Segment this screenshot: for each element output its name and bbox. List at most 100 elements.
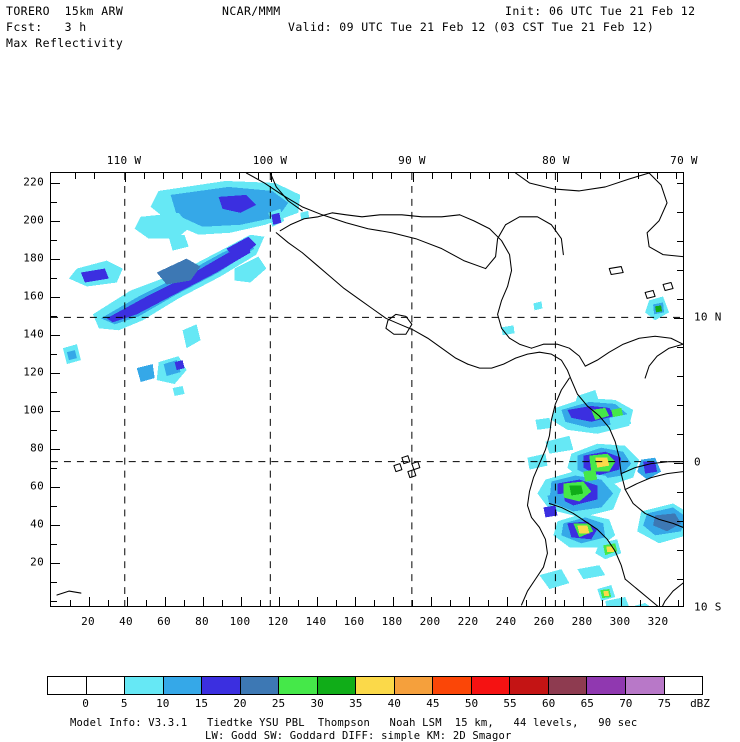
x-tick-100: 100 [229,615,251,628]
axis-tick-top [527,173,528,179]
axis-tick-right-major [674,463,683,464]
colorbar-cell-0 [48,677,87,694]
colorbar-cell-7 [317,677,357,694]
header-valid-time: Valid: 09 UTC Tue 21 Feb 12 (03 CST Tue … [288,20,655,34]
axis-tick-left [51,240,57,241]
axis-tick-bottom [70,600,71,606]
colorbar-tick-20: 20 [233,697,247,710]
colorbar-tick-50: 50 [464,697,479,710]
axis-tick-left [51,354,57,355]
axis-tick-right [677,492,683,493]
axis-tick-bottom-major [203,597,204,606]
axis-tick-left [51,430,57,431]
reflectivity-field [62,180,683,606]
map-gridlines [51,173,683,606]
colorbar-tick-70: 70 [619,697,633,710]
axis-tick-top [451,173,452,179]
axis-tick-bottom [222,600,223,606]
x-tick-180: 180 [381,615,403,628]
axis-tick-bottom-major [431,597,432,606]
axis-tick-left-major [51,297,60,298]
colorbar-unit-label: dBZ [690,697,710,710]
axis-tick-top [391,173,392,179]
axis-tick-top-major [271,173,272,182]
lon-label-110w: 110 W [106,154,142,167]
header-center: NCAR/MMM [222,4,281,18]
axis-tick-left [51,601,57,602]
axis-tick-left-major [51,449,60,450]
plot-header: TORERO 15km ARW NCAR/MMM Init: 06 UTC Tu… [0,0,740,60]
y-tick-220: 220 [23,175,44,189]
axis-tick-bottom [526,600,527,606]
axis-tick-right [677,270,683,271]
axis-tick-top [201,173,202,179]
header-field-name: Max Reflectivity [6,36,124,50]
y-tick-60: 60 [30,479,44,493]
colorbar-tick-25: 25 [271,697,286,710]
axis-tick-top [220,173,221,179]
axis-tick-bottom-major [89,597,90,606]
axis-tick-right [677,405,683,406]
axis-tick-bottom [146,600,147,606]
axis-tick-left-major [51,335,60,336]
axis-tick-bottom-major [127,597,128,606]
x-tick-240: 240 [495,615,517,628]
axis-tick-left [51,392,57,393]
x-tick-160: 160 [343,615,365,628]
axis-tick-bottom-major [621,597,622,606]
coastline-overlay [56,173,683,606]
axis-tick-left-major [51,487,60,488]
y-tick-100: 100 [23,403,44,417]
x-tick-320: 320 [647,615,669,628]
colorbar-tick-60: 60 [542,697,556,710]
axis-tick-left-major [51,259,60,260]
axis-tick-top [657,173,658,179]
axis-tick-right [677,183,683,184]
axis-tick-right [677,241,683,242]
axis-tick-bottom [412,600,413,606]
y-tick-120: 120 [23,365,44,379]
model-info-line-1: Model Info: V3.3.1 Tiedtke YSU PBL Thomp… [70,717,638,729]
axis-tick-left [51,202,57,203]
axis-tick-top [296,173,297,179]
axis-tick-top [182,173,183,179]
colorbar-tick-45: 45 [426,697,440,710]
axis-tick-bottom-major [659,597,660,606]
colorbar-cell-12 [510,677,549,694]
y-tick-40: 40 [30,517,44,531]
axis-tick-bottom-major [469,597,470,606]
axis-tick-bottom [488,600,489,606]
axis-tick-left [51,506,57,507]
y-tick-140: 140 [23,327,44,341]
axis-tick-right [677,434,683,435]
axis-tick-top [676,173,677,179]
axis-tick-bottom [602,600,603,606]
axis-tick-bottom [640,600,641,606]
axis-tick-top [581,173,582,179]
axis-tick-top [600,173,601,179]
axis-tick-top [619,173,620,179]
x-tick-200: 200 [419,615,441,628]
axis-tick-left [51,582,57,583]
lon-label-90w: 90 W [398,154,426,167]
colorbar-tick-75: 75 [657,697,672,710]
colorbar-cell-9 [394,677,434,694]
axis-tick-left-major [51,563,60,564]
y-tick-200: 200 [23,213,44,227]
lon-label-70w: 70 W [670,154,698,167]
axis-tick-bottom-major [393,597,394,606]
axis-tick-bottom [678,600,679,606]
axis-tick-left [51,316,57,317]
axis-tick-top [372,173,373,179]
axis-tick-top [315,173,316,179]
x-tick-140: 140 [305,615,327,628]
colorbar-cell-13 [548,677,588,694]
x-tick-280: 280 [571,615,593,628]
axis-tick-bottom [184,600,185,606]
lon-label-100w: 100 W [252,154,288,167]
axis-tick-bottom-major [279,597,280,606]
axis-tick-top [94,173,95,179]
axis-tick-top-major [125,173,126,182]
axis-tick-top [489,173,490,179]
axis-tick-bottom-major [317,597,318,606]
